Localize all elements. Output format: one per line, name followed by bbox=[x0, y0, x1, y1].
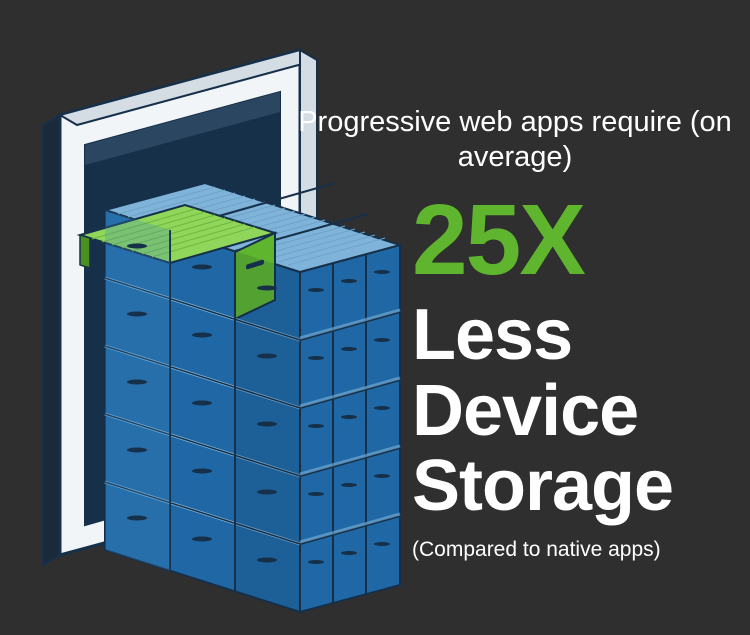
stat-number: 25X bbox=[412, 190, 584, 290]
headline-text: Less Device Storage bbox=[412, 298, 673, 525]
headline-line-2: Device bbox=[412, 371, 638, 451]
filing-cabinet bbox=[60, 183, 400, 612]
footnote-text: (Compared to native apps) bbox=[412, 538, 661, 562]
intro-text: Progressive web apps require (on average… bbox=[295, 105, 735, 175]
headline-line-3: Storage bbox=[412, 446, 673, 526]
headline-line-1: Less bbox=[412, 295, 572, 375]
